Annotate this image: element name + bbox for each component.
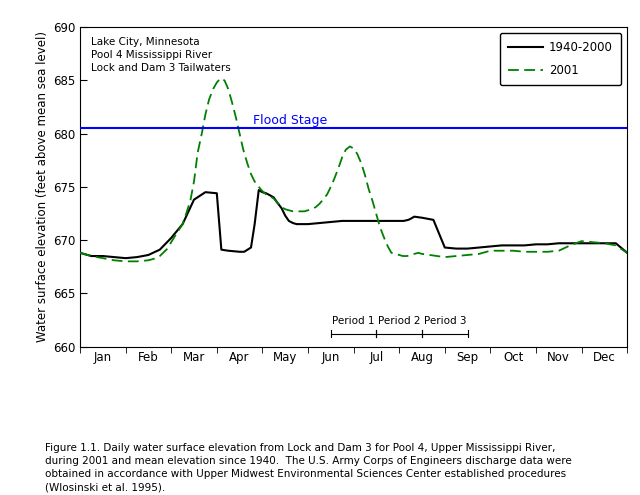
Text: Flood Stage: Flood Stage — [253, 114, 328, 127]
Text: Figure 1.1. Daily water surface elevation from Lock and Dam 3 for Pool 4, Upper : Figure 1.1. Daily water surface elevatio… — [45, 443, 572, 493]
Text: Lake City, Minnesota
Pool 4 Mississippi River
Lock and Dam 3 Tailwaters: Lake City, Minnesota Pool 4 Mississippi … — [91, 37, 230, 73]
Legend: 1940-2000, 2001: 1940-2000, 2001 — [500, 33, 621, 85]
Text: Period 1: Period 1 — [332, 316, 375, 326]
Text: Period 2: Period 2 — [378, 316, 420, 326]
Y-axis label: Water surface elevation (feet above mean sea level): Water surface elevation (feet above mean… — [36, 31, 49, 343]
Text: Period 3: Period 3 — [424, 316, 466, 326]
